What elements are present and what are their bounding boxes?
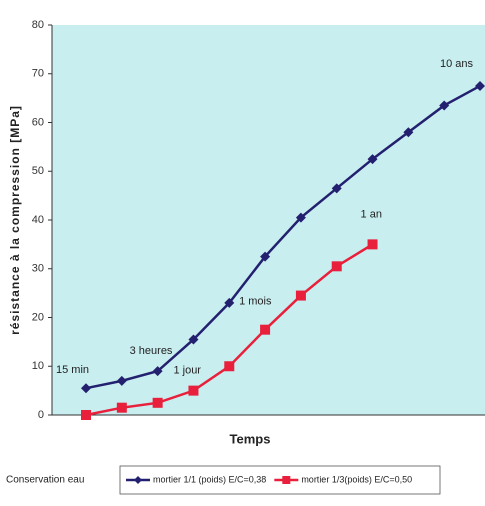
point [260,324,271,335]
legend-marker [282,476,291,484]
point [367,239,378,250]
point [367,154,378,165]
point [475,80,485,91]
point [116,402,127,413]
annotation: 10 ans [440,58,474,70]
point [295,290,306,301]
point [331,183,342,194]
point [295,212,306,223]
legend-label: mortier 1/3(poids) E/C=0,50 [301,474,412,484]
y-tick-label: 20 [32,311,44,323]
point [81,383,91,394]
series-line [85,84,481,390]
point [260,251,271,262]
plot-area [52,25,485,415]
y-tick-label: 0 [38,409,44,421]
point [152,366,163,377]
legend-title: Conservation eau [6,475,84,486]
y-tick-label: 30 [32,263,44,275]
x-axis-label: Temps [230,431,271,446]
point [188,385,199,396]
y-tick-label: 70 [32,68,44,80]
point [403,127,414,138]
point [152,397,163,408]
annotation: 1 mois [239,295,272,307]
y-tick-label: 80 [32,19,44,31]
annotation: 1 jour [173,365,201,377]
point [331,261,342,272]
y-tick-label: 40 [32,214,44,226]
y-axis-label: résistance à la compression [MPa] [8,105,22,335]
legend-label: mortier 1/1 (poids) E/C=0,38 [153,474,266,484]
annotation: 15 min [56,364,89,376]
y-tick-label: 50 [32,165,44,177]
legend-marker [134,476,142,484]
point [224,297,235,308]
point [439,100,450,111]
point [188,334,199,345]
y-tick-label: 60 [32,116,44,128]
point [116,375,127,386]
annotation: 1 an [361,208,382,220]
point [81,410,91,420]
legend-box [119,465,441,495]
point [224,361,235,372]
y-tick-label: 10 [32,360,44,372]
annotation: 3 heures [130,345,173,357]
